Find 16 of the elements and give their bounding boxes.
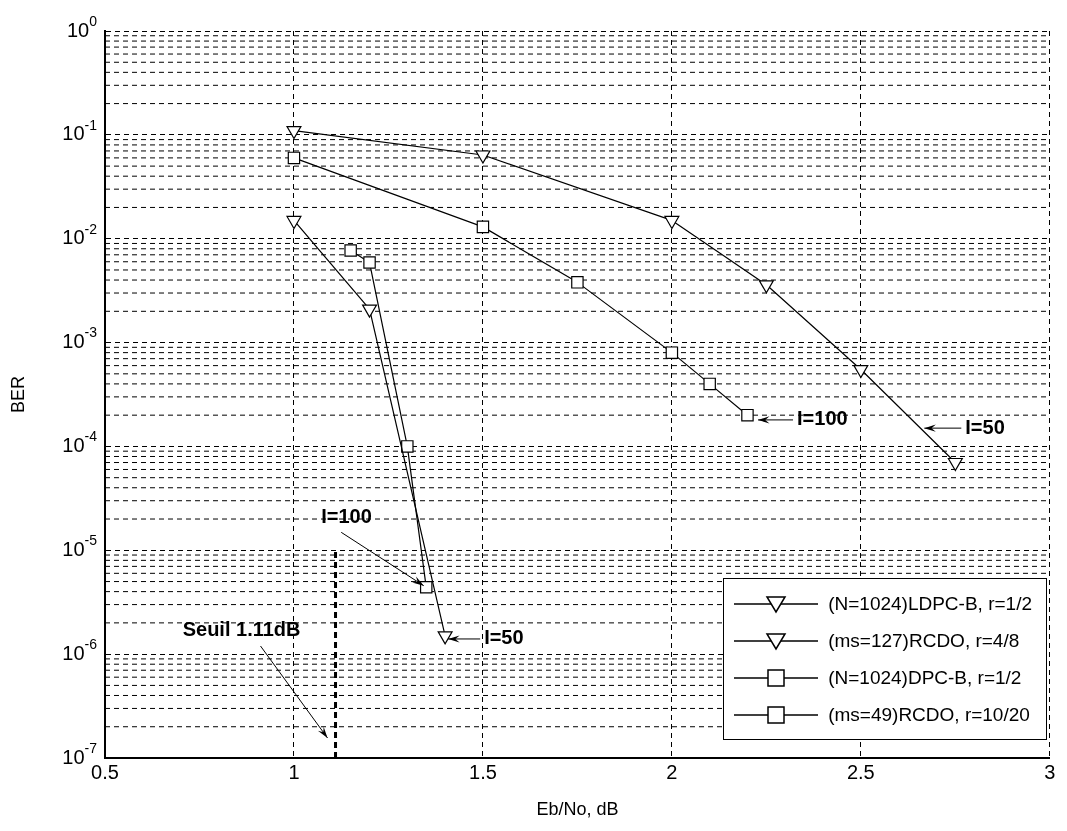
x-tick-label: 3: [1044, 760, 1056, 783]
ref-line-label: Seuil 1.11dB: [182, 617, 301, 640]
x-axis-title: Eb/No, dB: [536, 799, 619, 820]
y-axis-title: BER: [7, 375, 28, 414]
annotation: I=100: [321, 504, 372, 527]
x-tick-label: 2: [666, 760, 678, 783]
annotation: I=50: [484, 626, 524, 649]
annotation: I=50: [965, 415, 1005, 438]
legend-label: (N=1024)LDPC-B, r=1/2: [828, 592, 1032, 615]
legend-label: (ms=49)RCDO, r=10/20: [828, 703, 1030, 726]
legend-label: (ms=127)RCDO, r=4/8: [828, 629, 1020, 652]
annotation: I=100: [797, 407, 848, 430]
legend-label: (N=1024)DPC-B, r=1/2: [828, 666, 1022, 689]
x-tick-label: 1: [288, 760, 300, 783]
x-tick-label: 1.5: [469, 760, 497, 783]
x-tick-label: 2.5: [846, 760, 875, 783]
